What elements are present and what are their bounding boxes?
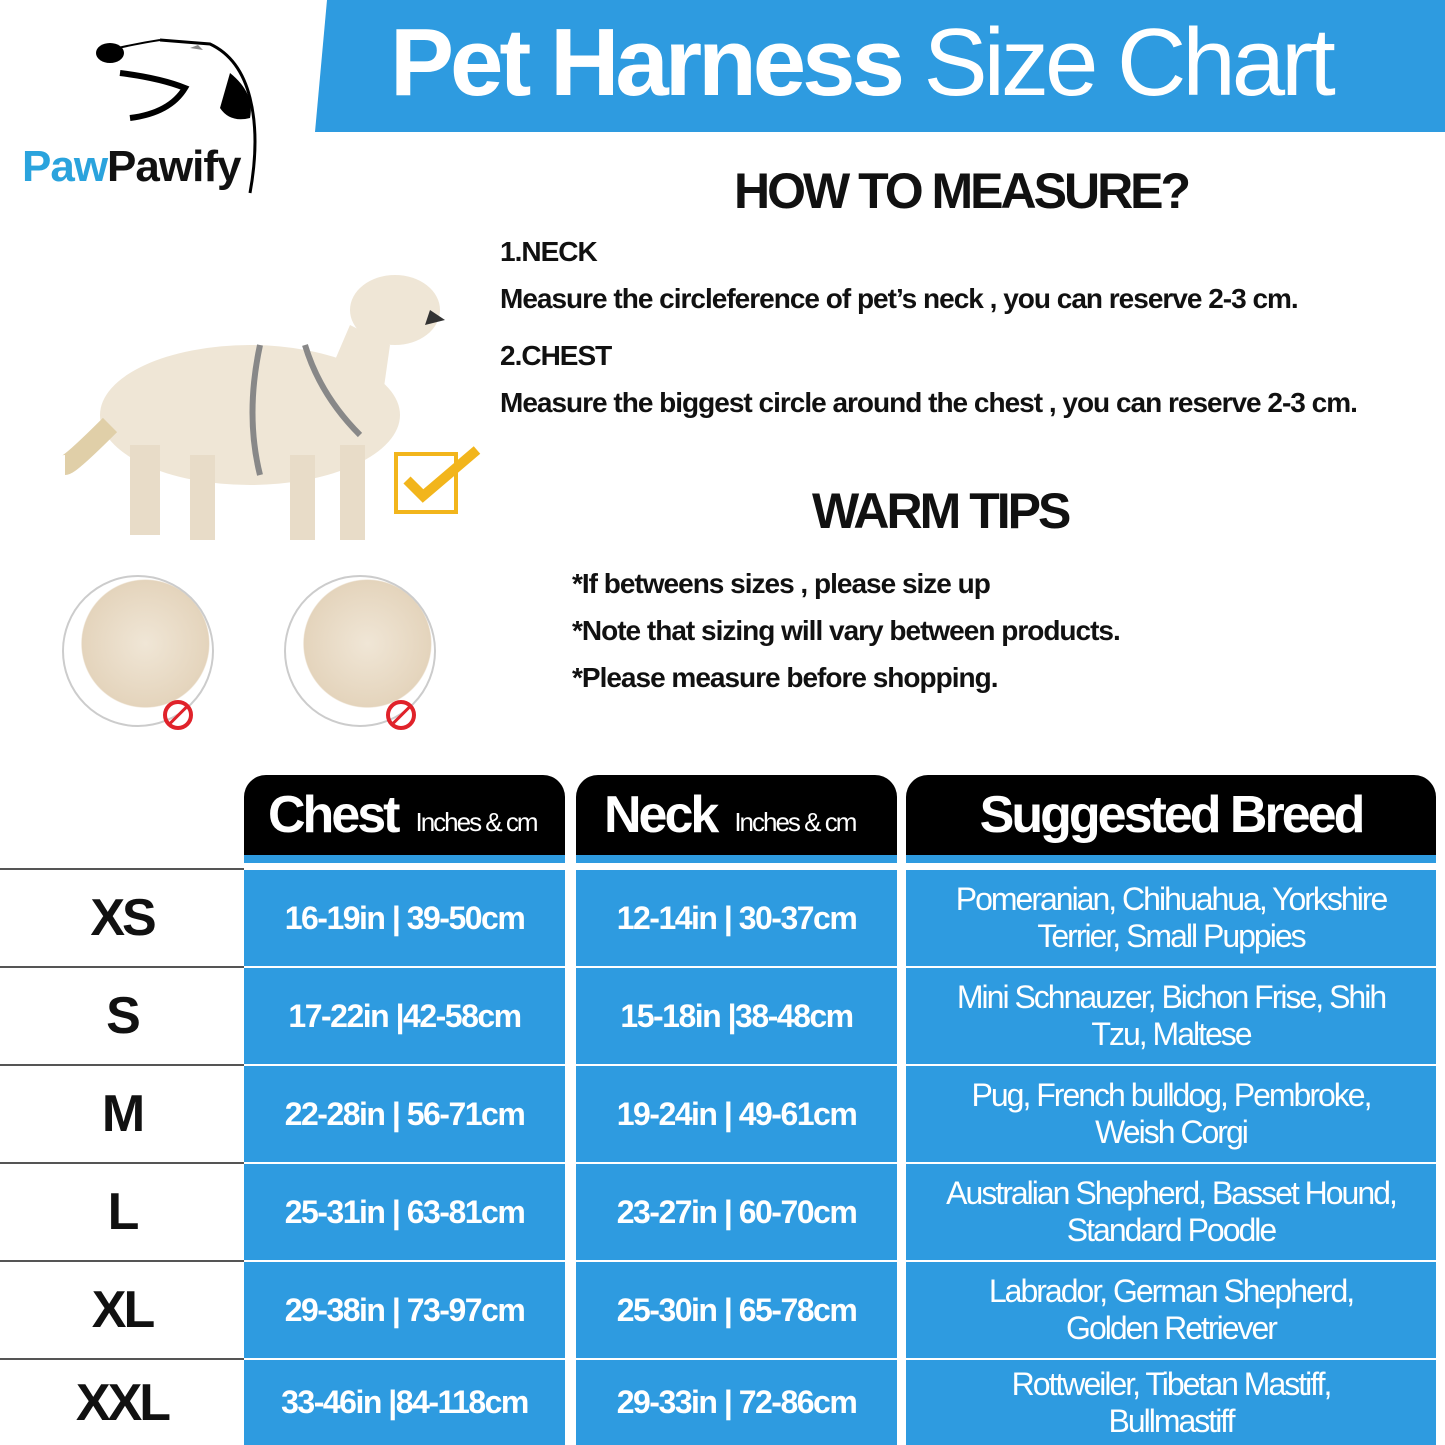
breed-column-header: Suggested Breed (906, 775, 1436, 863)
page-title: Pet Harness Size Chart (390, 9, 1336, 116)
neck-cell: 15-18in |38-48cm (576, 968, 897, 1064)
chest-cell: 16-19in | 39-50cm (244, 870, 565, 966)
neck-label: 1.NECK (500, 236, 598, 267)
warm-tips-heading: WARM TIPS (812, 483, 1071, 539)
chest-cell: 29-38in | 73-97cm (244, 1262, 565, 1358)
size-label: XL (91, 1281, 155, 1339)
neck-cell: 25-30in | 65-78cm (576, 1262, 897, 1358)
tip: *If betweens sizes , please size up (572, 568, 991, 599)
breed-cell: Pomeranian, Chihuahua, Yorkshire Terrier… (906, 870, 1436, 966)
chest-cell: 33-46in |84-118cm (244, 1360, 565, 1445)
breed-cell: Rottweiler, Tibetan Mastiff, Bullmastiff (906, 1360, 1436, 1445)
size-label: L (107, 1183, 140, 1241)
breed-cell: Australian Shepherd, Basset Hound, Stand… (906, 1164, 1436, 1260)
dog-measuring-image (61, 275, 445, 540)
chest-cell: 25-31in | 63-81cm (244, 1164, 565, 1260)
brand-logo: PawPawify (22, 142, 241, 191)
row-divider (0, 1358, 244, 1360)
dog-logo-icon (96, 38, 257, 194)
breed-cell: Pug, French bulldog, Pembroke, Weish Cor… (906, 1066, 1436, 1162)
checkmark-icon (394, 446, 481, 514)
chest-label: 2.CHEST (500, 340, 612, 371)
chest-cell: 22-28in | 56-71cm (244, 1066, 565, 1162)
breed-cell: Labrador, German Shepherd, Golden Retrie… (906, 1262, 1436, 1358)
neck-cell: 12-14in | 30-37cm (576, 870, 897, 966)
breed-cell: Mini Schnauzer, Bichon Frise, Shih Tzu, … (906, 968, 1436, 1064)
chest-column-header: Chest Inches & cm (244, 775, 565, 863)
prohibited-icon (386, 700, 416, 730)
row-divider (0, 966, 244, 968)
row-divider (0, 1064, 244, 1066)
wrong-chest-image (284, 575, 436, 727)
prohibited-icon (163, 700, 193, 730)
row-divider (0, 868, 244, 870)
wrong-neck-image (62, 575, 214, 727)
neck-cell: 19-24in | 49-61cm (576, 1066, 897, 1162)
title-banner (315, 0, 1445, 132)
chest-cell: 17-22in |42-58cm (244, 968, 565, 1064)
size-label: XS (90, 889, 156, 947)
size-label: S (106, 987, 141, 1045)
tip: *Please measure before shopping. (572, 662, 998, 693)
how-to-measure-heading: HOW TO MEASURE? (734, 163, 1191, 219)
neck-column-header: Neck Inches & cm (576, 775, 897, 863)
row-divider (0, 1162, 244, 1164)
neck-cell: 29-33in | 72-86cm (576, 1360, 897, 1445)
neck-cell: 23-27in | 60-70cm (576, 1164, 897, 1260)
row-divider (0, 1260, 244, 1262)
size-label: M (101, 1085, 145, 1143)
size-label: XXL (75, 1373, 171, 1432)
neck-text: Measure the circleference of pet’s neck … (500, 283, 1299, 314)
chest-text: Measure the biggest circle around the ch… (500, 387, 1358, 418)
tip: *Note that sizing will vary between prod… (572, 615, 1121, 646)
